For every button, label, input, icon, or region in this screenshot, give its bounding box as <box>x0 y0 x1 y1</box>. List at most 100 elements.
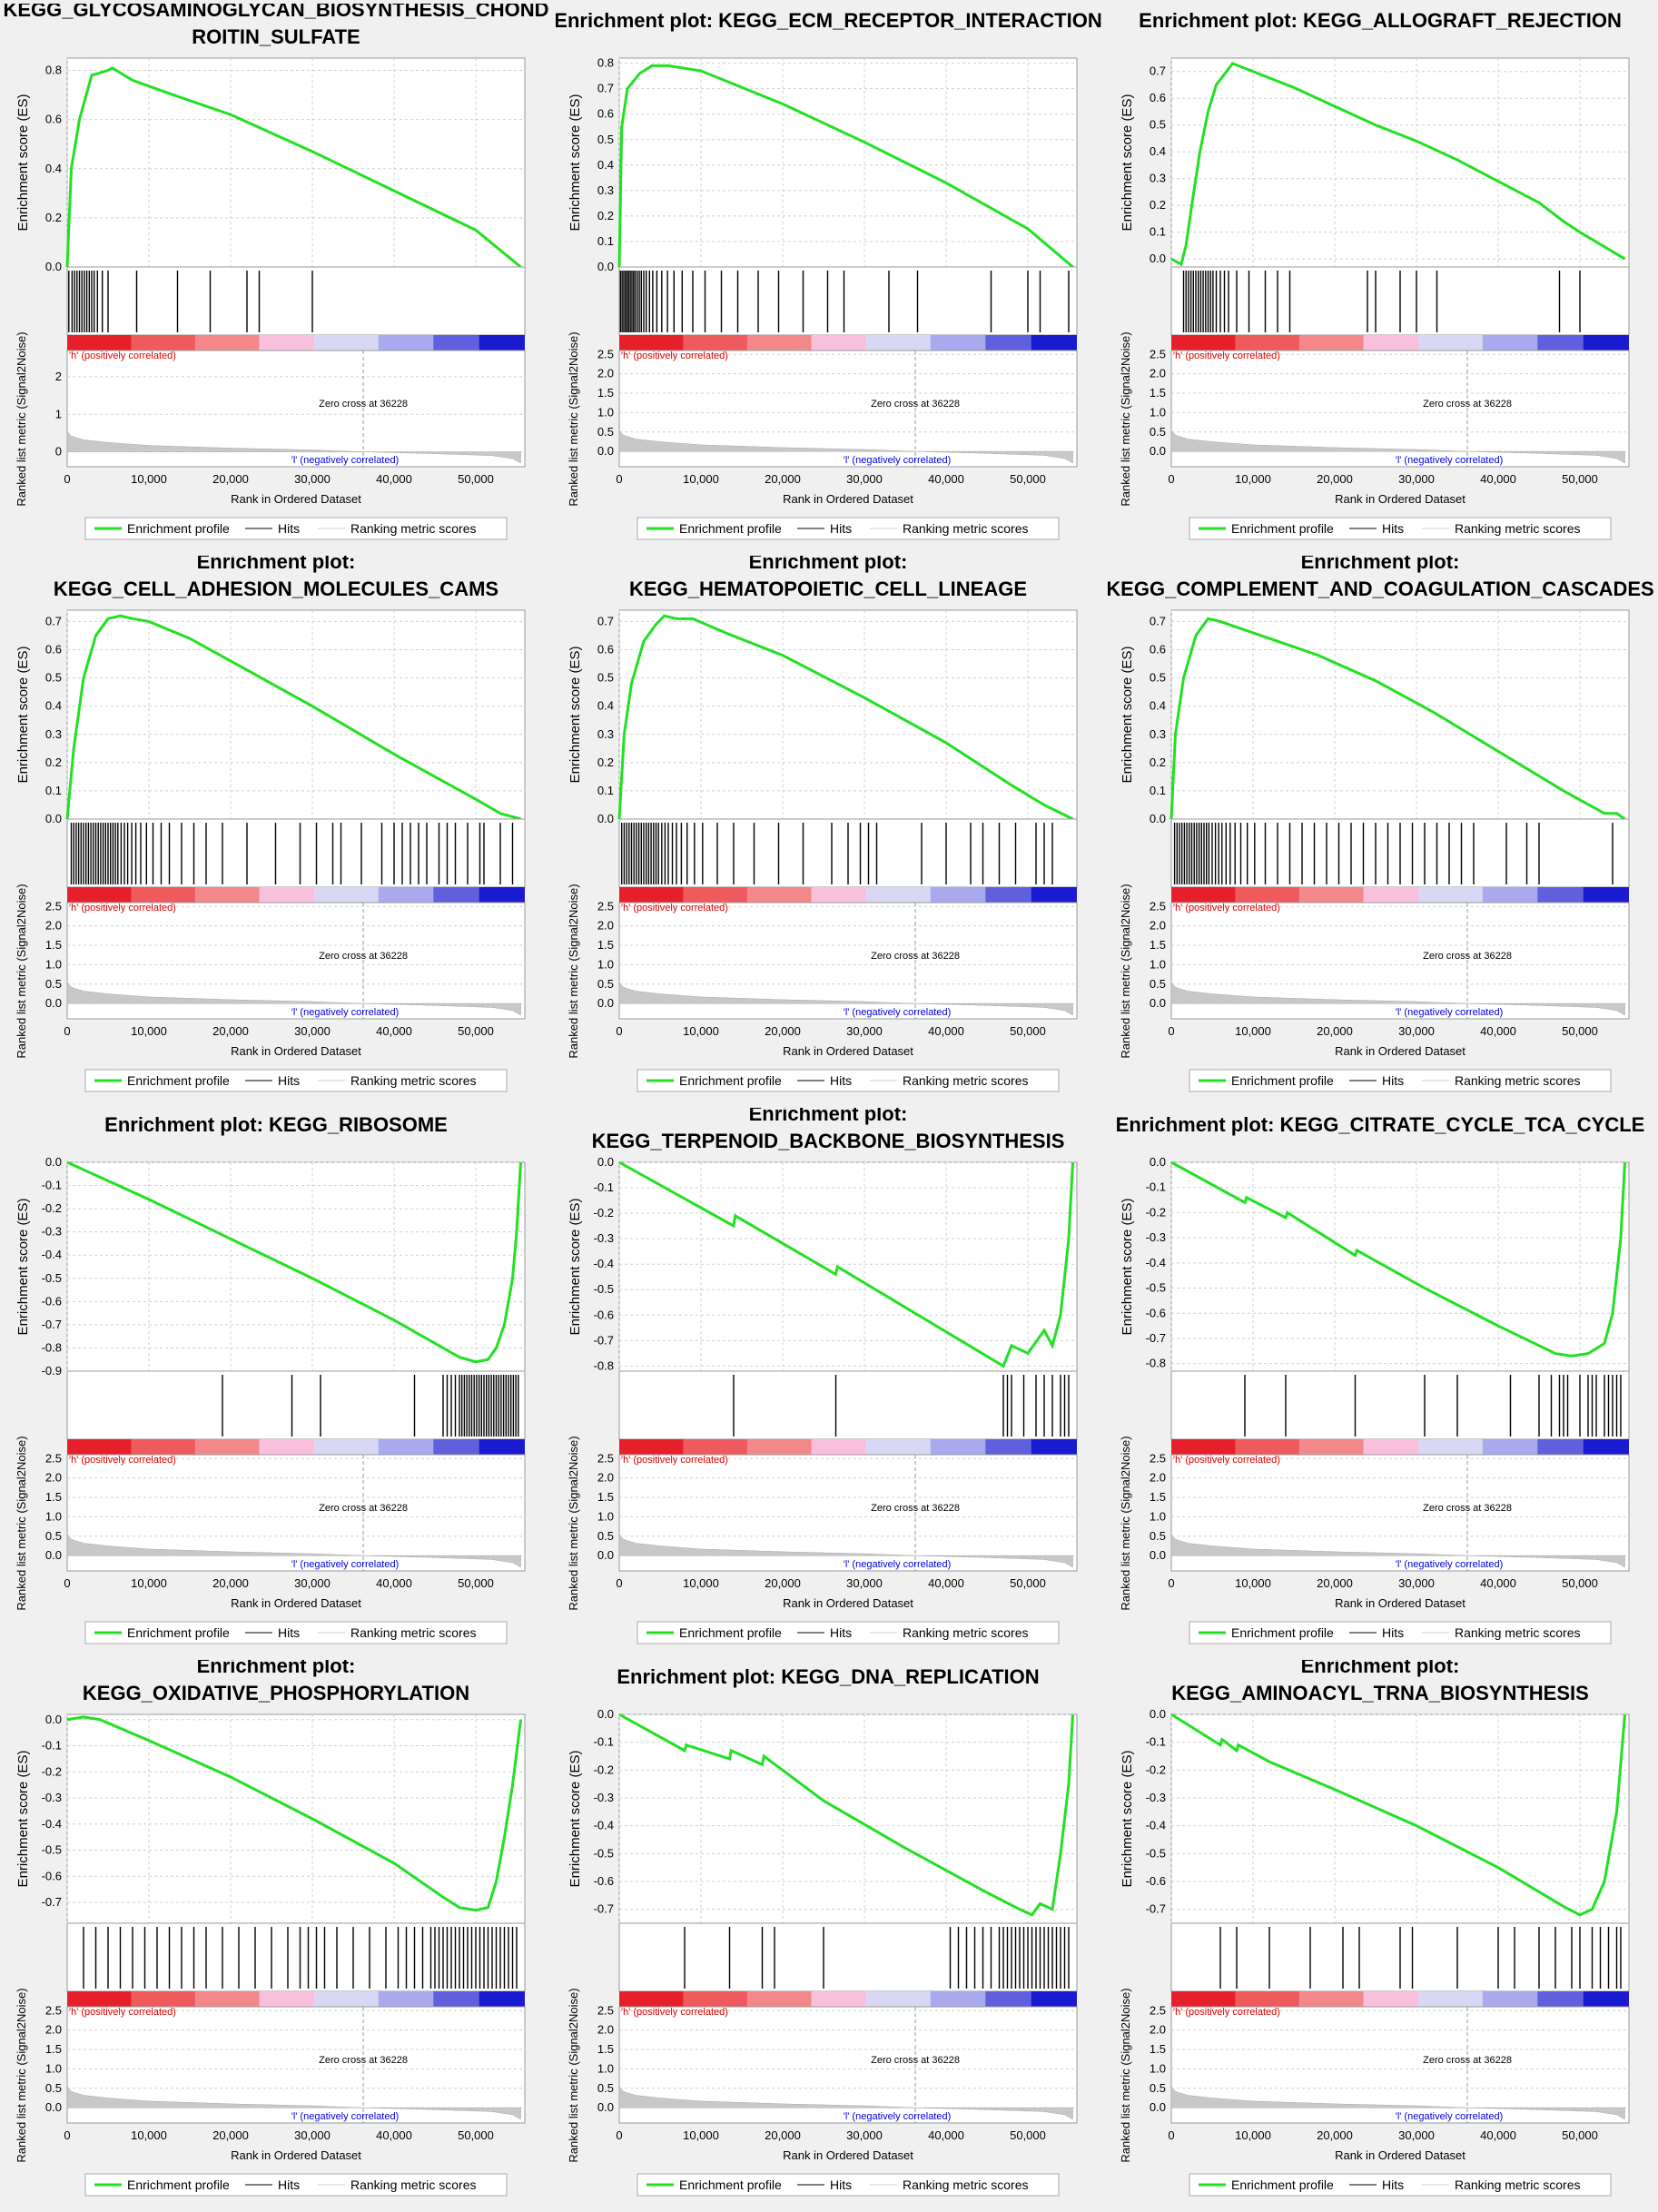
es-tick-label: -0.5 <box>1146 1281 1166 1295</box>
heat-strip-segment <box>131 887 196 903</box>
es-tick-label: -0.3 <box>594 1791 614 1804</box>
es-tick-label: 0.4 <box>45 699 62 713</box>
es-tick-label: -0.2 <box>42 1764 62 1778</box>
es-tick-label: -0.8 <box>594 1358 614 1372</box>
es-tick-label: 0.3 <box>597 183 614 197</box>
x-tick-label: 30,000 <box>846 1576 883 1590</box>
legend-profile-label: Enrichment profile <box>679 1625 782 1640</box>
metric-tick-label: 2.5 <box>1150 2003 1166 2017</box>
pos-correlated-label: 'h' (positively correlated) <box>69 351 176 361</box>
heat-strip-segment <box>930 1439 986 1455</box>
enrichment-profile-line <box>65 614 521 821</box>
es-tick-label: -0.7 <box>594 1902 614 1916</box>
legend-hits-label: Hits <box>830 2177 852 2192</box>
heat-strip-segment <box>479 1439 525 1455</box>
metric-tick-label: 2.5 <box>1150 899 1166 913</box>
enrichment-plot-svg: Enrichment plot: KEGG_ECM_RECEPTOR_INTER… <box>556 9 1102 540</box>
x-axis-label: Rank in Ordered Dataset <box>231 492 361 506</box>
ranking-metric-area <box>1170 981 1625 1016</box>
metric-tick-label: 0.5 <box>597 2081 614 2095</box>
heat-strip-segment <box>433 335 479 351</box>
es-tick-label: 0.0 <box>1150 252 1166 265</box>
heat-strip-segment <box>985 1991 1031 2007</box>
heat-strip-segment <box>619 887 684 903</box>
heat-strip-segment <box>866 335 931 351</box>
es-tick-label: -0.5 <box>594 1282 614 1296</box>
metric-axis-label: Ranked list metric (Signal2Noise) <box>15 884 28 1058</box>
es-tick-label: 0.6 <box>597 107 614 121</box>
es-tick-label: 0.8 <box>597 56 614 70</box>
heat-strip-segment <box>479 1991 525 2007</box>
legend-metric-label: Ranking metric scores <box>350 1625 477 1640</box>
enrichment-profile-line <box>66 1160 522 1364</box>
es-tick-label: -0.4 <box>1146 1819 1166 1832</box>
x-tick-label: 40,000 <box>376 1576 412 1590</box>
heat-strip-segment <box>1418 335 1483 351</box>
legend-profile-label: Enrichment profile <box>127 521 230 536</box>
heat-strip-segment <box>1537 1439 1584 1455</box>
zero-cross-label: Zero cross at 36228 <box>319 951 408 962</box>
es-tick-label: -0.2 <box>1146 1205 1166 1219</box>
metric-tick-label: 0.0 <box>45 2100 62 2114</box>
metric-tick-label: 1.5 <box>1150 386 1166 400</box>
legend-hits-label: Hits <box>278 521 300 536</box>
es-axis-label: Enrichment score (ES) <box>567 94 583 232</box>
enrichment-plot-panel: Enrichment plot: KEGG_ALLOGRAFT_REJECTIO… <box>1108 4 1658 556</box>
es-tick-label: -0.4 <box>1146 1256 1166 1269</box>
x-axis-label: Rank in Ordered Dataset <box>783 1044 913 1058</box>
es-axis-label: Enrichment score (ES) <box>15 94 31 232</box>
es-tick-label: -0.4 <box>594 1819 614 1832</box>
heat-strip-segment <box>1031 887 1077 903</box>
metric-tick-label: 2.5 <box>597 2003 614 2017</box>
legend-profile-label: Enrichment profile <box>127 2177 230 2192</box>
x-tick-label: 30,000 <box>1398 472 1435 486</box>
legend: Enrichment profile Hits Ranking metric sco… <box>637 2173 1060 2197</box>
es-tick-label: 0.7 <box>1150 64 1166 78</box>
x-axis-label: Rank in Ordered Dataset <box>231 1596 361 1610</box>
es-tick-label: -0.4 <box>42 1248 62 1261</box>
x-axis-label: Rank in Ordered Dataset <box>783 1596 913 1610</box>
x-tick-label: 10,000 <box>131 472 167 486</box>
metric-tick-label: 0 <box>55 445 62 459</box>
heat-strip-segment <box>1418 1439 1483 1455</box>
enrichment-plot-svg: Enrichment plot: KEGG_RIBOSOME 0.0 -0.1 -0.… <box>15 1113 526 1644</box>
x-axis-label: Rank in Ordered Dataset <box>231 1044 361 1058</box>
x-tick-label: 0 <box>616 1576 622 1590</box>
enrichment-profile-line <box>618 1160 1074 1368</box>
legend-box <box>1189 2173 1612 2197</box>
legend-hits-label: Hits <box>278 1073 300 1088</box>
legend-hits-label: Hits <box>830 1073 852 1088</box>
heat-strip-segment <box>866 1991 931 2007</box>
metric-tick-label: 2.5 <box>45 2003 62 2017</box>
heat-strip-segment <box>1583 887 1629 903</box>
heat-strip-segment <box>619 335 684 351</box>
metric-tick-label: 1.0 <box>45 957 62 971</box>
legend: Enrichment profile Hits Ranking metric sco… <box>84 517 508 540</box>
es-tick-label: 0.4 <box>597 699 614 713</box>
heat-strip-segment <box>1363 1991 1419 2007</box>
enrichment-profile-line <box>617 64 1074 269</box>
heat-strip-segment <box>433 1991 479 2007</box>
es-tick-label: 0.1 <box>45 784 62 797</box>
ranking-metric-area <box>1170 429 1625 464</box>
es-tick-label: 0.1 <box>597 234 614 248</box>
es-tick-label: 0.7 <box>597 614 614 627</box>
es-tick-label: 0.0 <box>1150 812 1166 825</box>
heat-strip-segment <box>866 887 931 903</box>
legend-metric-label: Ranking metric scores <box>903 1625 1029 1640</box>
enrichment-plot-svg: Enrichment plot: KEGG_CELL_ADHESION_MOLEC… <box>15 556 526 1092</box>
heat-strip-segment <box>479 335 525 351</box>
legend-box <box>1189 1069 1612 1092</box>
pos-correlated-label: 'h' (positively correlated) <box>69 1455 176 1466</box>
heat-strip-segment <box>378 1439 434 1455</box>
es-tick-label: 0.5 <box>597 671 614 685</box>
enrichment-plot-svg: Enrichment plot: KEGG_COMPLEMENT_AND_COAG… <box>1108 556 1654 1092</box>
x-tick-label: 50,000 <box>1010 1576 1046 1590</box>
es-tick-label: -0.8 <box>1146 1357 1166 1370</box>
metric-tick-label: 2.0 <box>45 1471 62 1485</box>
legend-metric-label: Ranking metric scores <box>350 521 477 536</box>
ranking-metric-area <box>1170 1533 1625 1568</box>
es-tick-label: 0.3 <box>597 727 614 741</box>
legend-metric-label: Ranking metric scores <box>903 521 1029 536</box>
heat-strip-segment <box>195 887 260 903</box>
